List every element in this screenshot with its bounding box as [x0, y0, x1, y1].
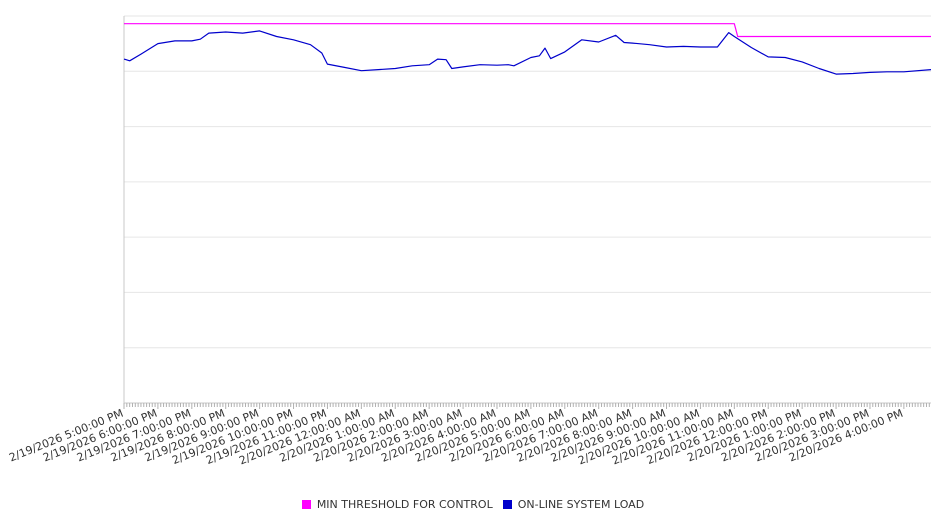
legend-swatch-threshold	[301, 500, 311, 509]
series-line-min-threshold	[124, 23, 931, 38]
legend-item-load: ON-LINE SYSTEM LOAD	[502, 498, 645, 511]
chart-legend: MIN THRESHOLD FOR CONTROL ON-LINE SYSTEM…	[0, 498, 946, 511]
legend-label-load: ON-LINE SYSTEM LOAD	[517, 498, 645, 511]
chart-series	[123, 23, 932, 75]
chart-gridlines	[124, 15, 931, 349]
x-axis-ticks: 2/19/2026 5:00:00 PM2/19/2026 6:00:00 PM…	[7, 403, 930, 467]
legend-label-threshold: MIN THRESHOLD FOR CONTROL	[316, 498, 493, 511]
series-line-system-load	[123, 30, 932, 75]
chart-axes	[123, 16, 931, 407]
legend-swatch-load	[502, 500, 512, 509]
legend-item-threshold: MIN THRESHOLD FOR CONTROL	[301, 498, 493, 511]
